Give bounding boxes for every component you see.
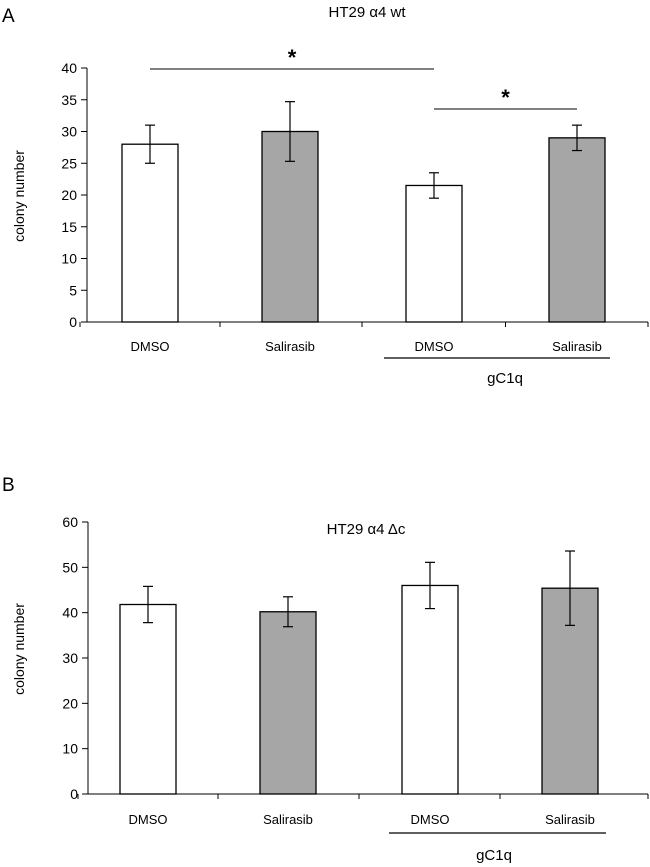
- category-label-b-1: DMSO: [129, 812, 168, 827]
- y-axis-title-a: colony number: [11, 150, 27, 242]
- y-tick-label-a: 15: [61, 219, 77, 235]
- y-tick-label-b: 60: [62, 514, 78, 530]
- bar-a-4: [548, 137, 606, 323]
- category-label-a-2: Salirasib: [265, 339, 315, 354]
- group-label-b: gC1q: [476, 847, 512, 864]
- y-tick-label-a: 25: [61, 155, 77, 171]
- category-label-a-1: DMSO: [131, 339, 170, 354]
- bar-b-3: [401, 584, 459, 795]
- y-tick-label-a: 10: [61, 251, 77, 267]
- panel-letter-a: A: [2, 6, 15, 27]
- category-label-b-2: Salirasib: [263, 812, 313, 827]
- plot-area-b: 0 10 20 30 40 50 60 DMSO Salirasib DMSO Salirasib: [62, 514, 649, 834]
- bar-a-1: [121, 143, 179, 323]
- y-tick-label-b: 0: [70, 786, 78, 802]
- y-tick-label-b: 30: [62, 650, 78, 666]
- plot-area-a: 0 5 10 15 20 25 30 35 40 DMSO Salirasib DMSO Saliras…: [61, 45, 649, 359]
- category-label-b-4: Salirasib: [545, 812, 595, 827]
- panel-letter-b: B: [2, 475, 15, 496]
- category-label-b-3: DMSO: [411, 812, 450, 827]
- y-tick-label-a: 40: [61, 60, 77, 76]
- y-tick-label-b: 10: [62, 741, 78, 757]
- chart-title-a: HT29 α4 wt: [328, 4, 406, 21]
- y-tick-label-a: 0: [69, 314, 77, 330]
- bar-a-3: [405, 184, 463, 323]
- y-tick-label-a: 35: [61, 92, 77, 108]
- y-tick-label-b: 50: [62, 559, 78, 575]
- y-tick-label-a: 30: [61, 124, 77, 140]
- bar-b-2: [259, 611, 317, 795]
- y-tick-label-b: 40: [62, 605, 78, 621]
- y-tick-label-b: 20: [62, 695, 78, 711]
- group-label-a: gC1q: [487, 370, 523, 387]
- y-axis-title-b: colony number: [11, 603, 27, 695]
- chart-title-b: HT29 α4 Δc: [327, 521, 406, 538]
- y-tick-label-a: 5: [69, 282, 77, 298]
- category-label-a-4: Salirasib: [552, 339, 602, 354]
- significance-star-a-1: *: [288, 45, 297, 70]
- category-label-a-3: DMSO: [415, 339, 454, 354]
- y-tick-label-a: 20: [61, 187, 77, 203]
- significance-star-a-2: *: [501, 85, 510, 110]
- bar-b-1: [119, 603, 177, 795]
